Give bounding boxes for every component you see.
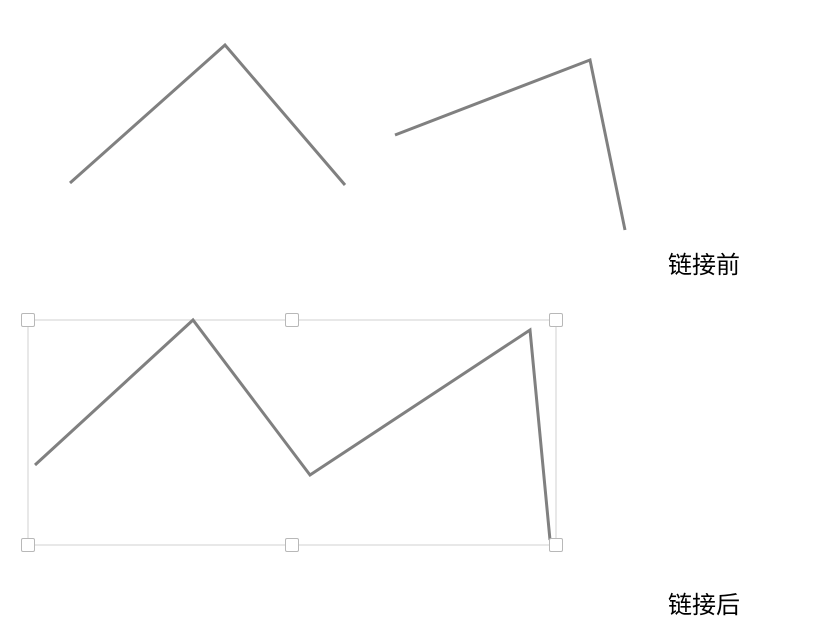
handle-se[interactable] xyxy=(549,538,563,552)
polyline-after xyxy=(35,320,550,540)
handle-nw[interactable] xyxy=(21,313,35,327)
label-before: 链接前 xyxy=(668,245,740,280)
diagram-canvas xyxy=(0,0,830,638)
handle-n[interactable] xyxy=(285,313,299,327)
polyline-before-left xyxy=(70,45,345,185)
handle-s[interactable] xyxy=(285,538,299,552)
handle-sw[interactable] xyxy=(21,538,35,552)
selection-outline xyxy=(28,320,556,545)
polyline-before-right xyxy=(395,60,625,230)
label-after: 链接后 xyxy=(668,585,740,620)
handle-ne[interactable] xyxy=(549,313,563,327)
